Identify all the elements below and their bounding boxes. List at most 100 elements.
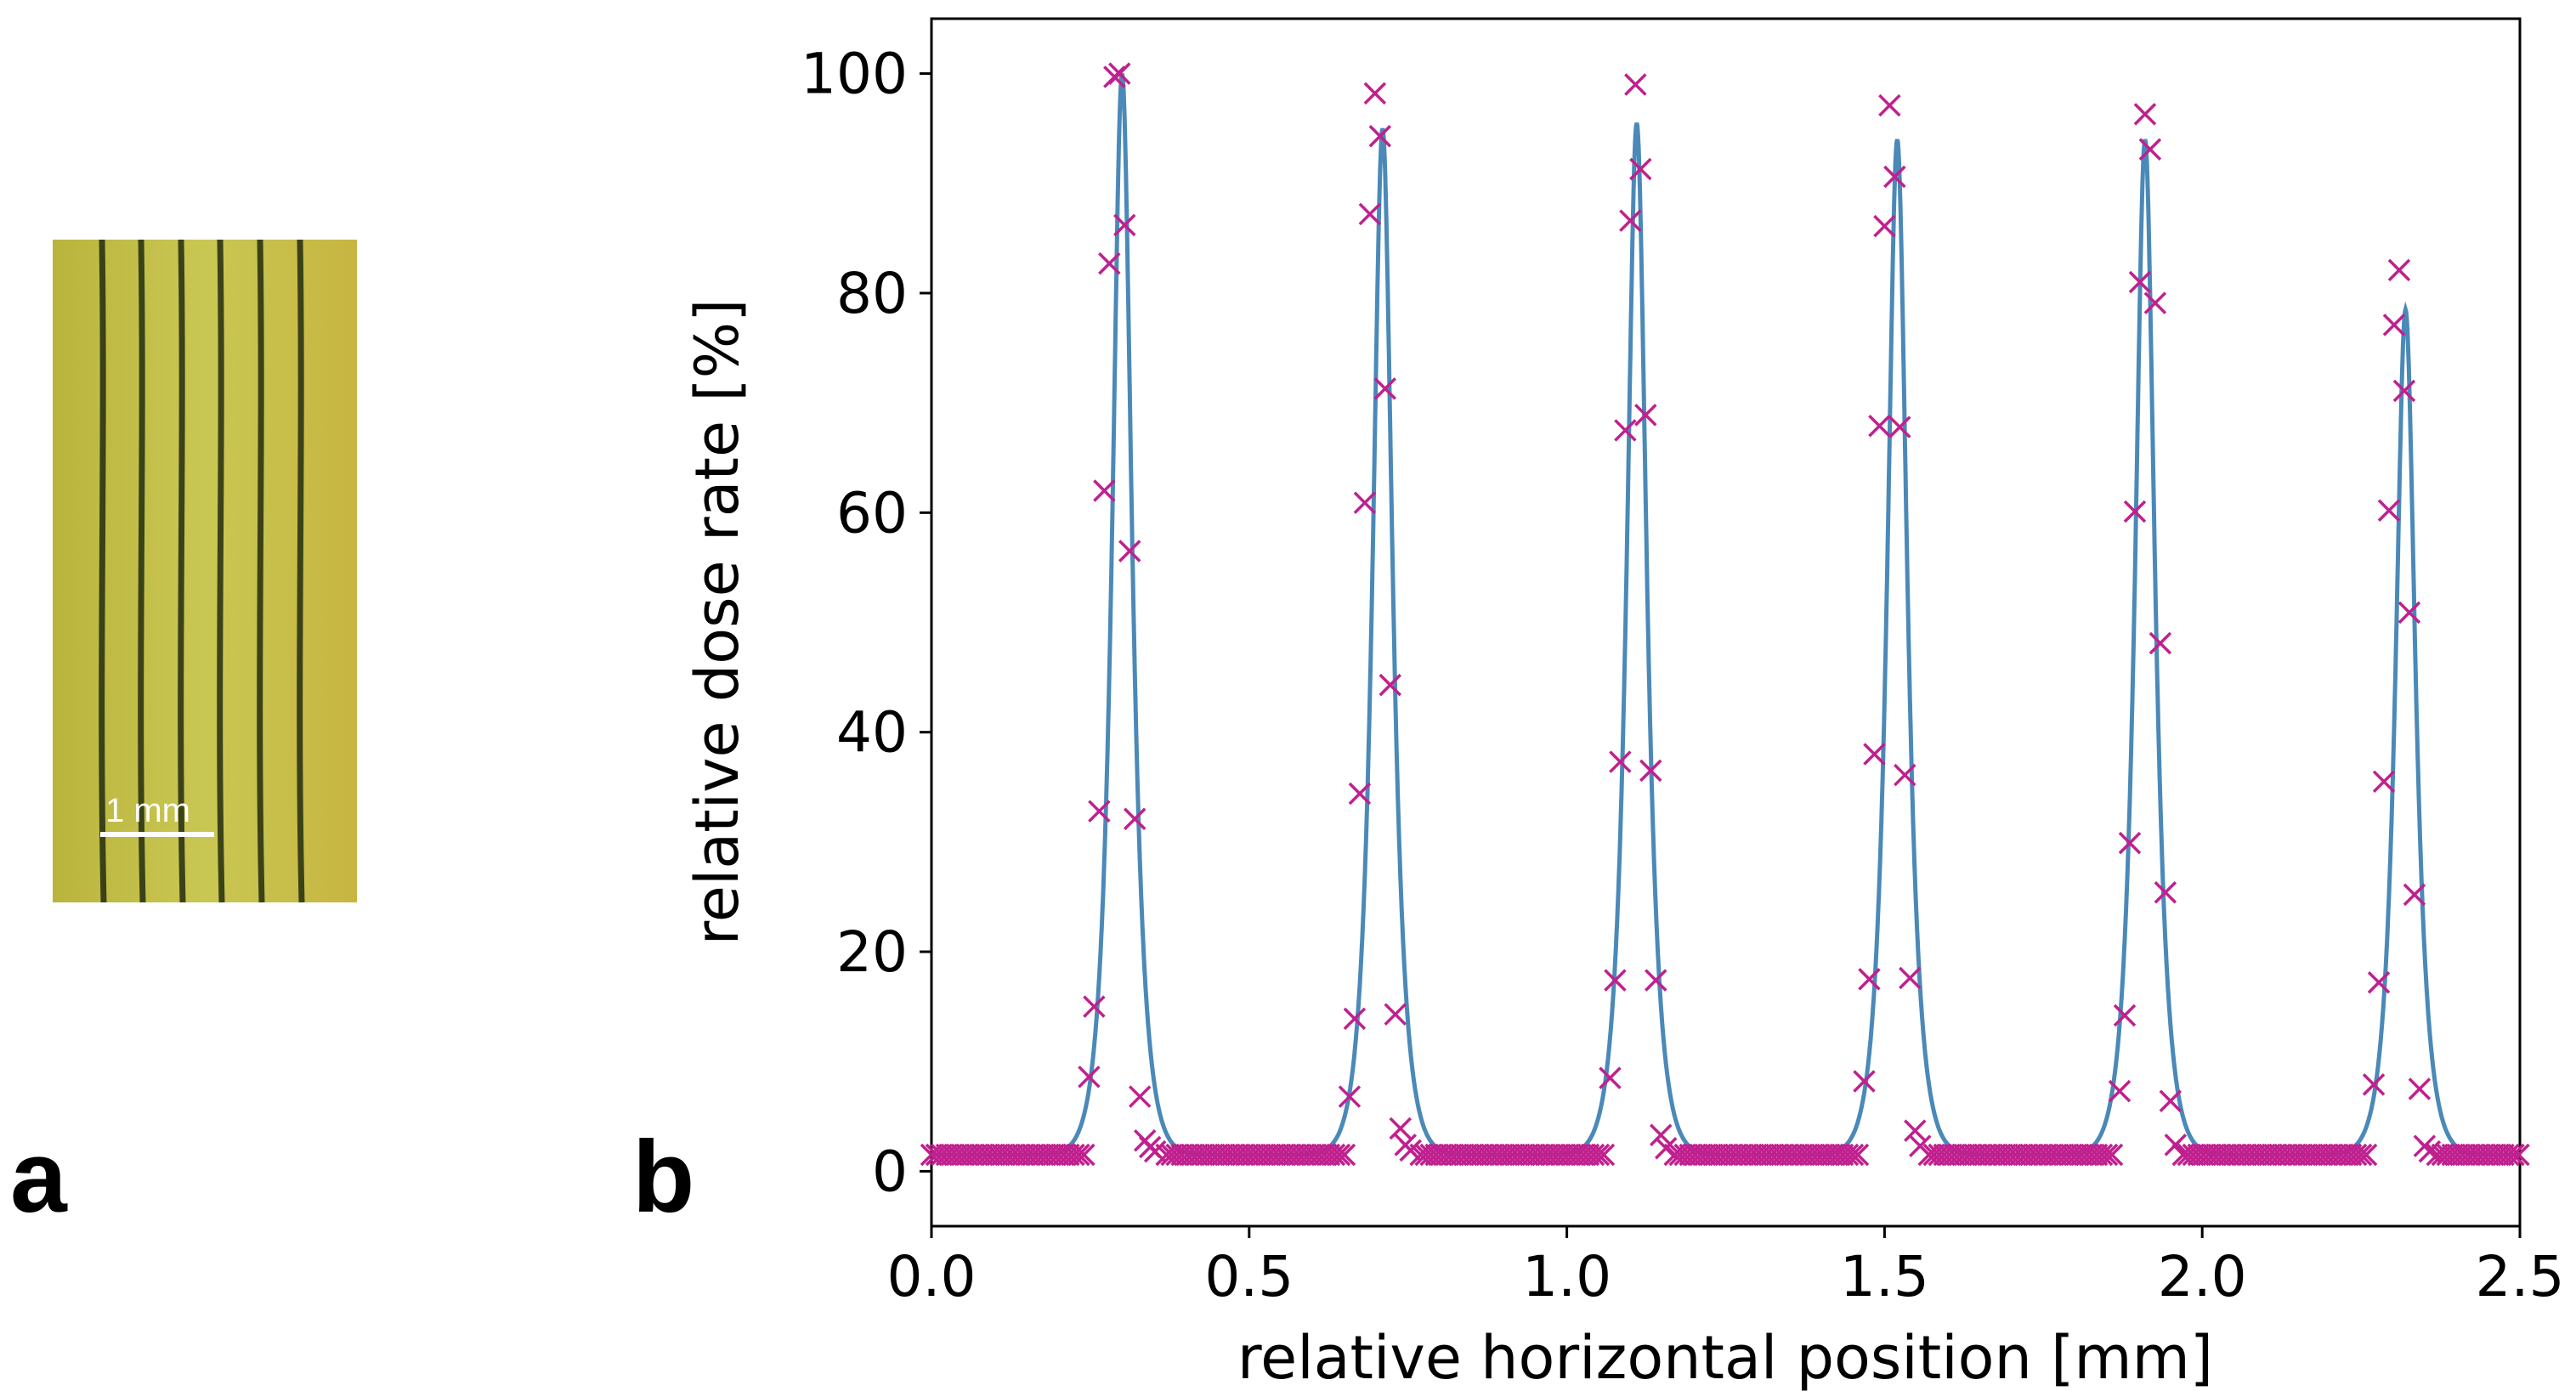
film-line-2 [138, 240, 146, 902]
data-point-marker [1322, 1143, 1346, 1167]
data-point-marker [1883, 165, 1906, 189]
data-point-marker [1846, 1143, 1870, 1167]
y-tick-label-0: 0 [872, 1139, 908, 1204]
film-photograph: 1 mm [53, 240, 357, 902]
data-point-marker [1619, 209, 1642, 232]
data-point-marker [1348, 782, 1372, 806]
data-point-marker [1368, 124, 1392, 148]
panel-label-a: a [10, 1120, 67, 1234]
data-point-marker [1067, 1143, 1090, 1167]
data-point-marker [2159, 1089, 2183, 1112]
data-point-marker [1128, 1085, 1152, 1108]
data-point-marker [1078, 1066, 1101, 1088]
data-point-marker [2095, 1143, 2119, 1167]
data-point-marker [1108, 62, 1131, 85]
x-axis-ticks: 0.0 0.5 1.0 1.5 2.0 2.5 [887, 1226, 2564, 1309]
data-point-marker [2403, 883, 2426, 907]
data-point-marker [1899, 966, 1922, 990]
data-point-marker [1841, 1143, 1865, 1167]
y-tick-label-5: 100 [801, 42, 908, 107]
data-point-marker [2143, 291, 2167, 314]
film-line-4 [217, 240, 225, 902]
x-tick-label-3: 1.5 [1840, 1244, 1929, 1309]
scale-bar-label: 1 mm [105, 792, 190, 829]
data-point-marker [1088, 800, 1111, 823]
y-tick-label-2: 40 [836, 700, 908, 766]
data-point-marker [2392, 379, 2416, 403]
data-point-marker [2362, 1073, 2386, 1096]
data-point-marker [1118, 540, 1141, 563]
x-tick-label-0: 0.0 [887, 1244, 977, 1309]
data-point-marker [2354, 1143, 2378, 1167]
data-point-marker [1614, 419, 1637, 442]
plot-area [930, 17, 2522, 1228]
data-point-marker [1083, 995, 1106, 1018]
data-point-marker [2128, 270, 2152, 294]
y-tick-label-3: 60 [836, 480, 908, 546]
data-point-marker [2377, 499, 2401, 522]
data-point-marker [1358, 202, 1382, 226]
data-point-marker [1904, 1119, 1927, 1142]
data-point-marker [1888, 416, 1911, 438]
data-point-marker [2382, 314, 2406, 336]
data-point-marker [2133, 103, 2157, 126]
y-axis-ticks: 0 20 40 60 80 100 [801, 42, 931, 1204]
data-point-marker [1645, 969, 1667, 992]
data-point-marker [1353, 491, 1377, 514]
data-point-marker [1873, 214, 1896, 238]
data-point-marker [2398, 601, 2421, 625]
data-point-marker [2372, 770, 2396, 794]
data-point-marker [1650, 1123, 1673, 1147]
data-point-marker [2387, 258, 2411, 282]
data-point-marker [1858, 968, 1881, 991]
data-point-marker [1624, 73, 1647, 96]
data-point-marker [1373, 377, 1397, 400]
data-point-marker [2502, 1143, 2525, 1167]
data-point-marker [1592, 1143, 1616, 1167]
data-point-marker [2108, 1079, 2132, 1103]
data-point-marker [1604, 969, 1627, 992]
film-line-3 [178, 240, 186, 902]
data-point-marker [2113, 1004, 2137, 1027]
data-point-marker [1582, 1143, 1605, 1167]
data-point-marker [2090, 1143, 2114, 1167]
data-point-marker [1894, 763, 1916, 787]
data-point-marker [1599, 1066, 1622, 1089]
data-point-marker [1639, 759, 1662, 783]
data-point-marker [1587, 1143, 1611, 1167]
data-point-marker [1384, 1003, 1407, 1026]
x-tick-label-4: 2.0 [2158, 1244, 2247, 1309]
measurement-markers-layer [920, 62, 2530, 1167]
data-point-marker [1113, 213, 1136, 237]
data-point-marker [2154, 881, 2177, 904]
data-point-marker [1878, 93, 1901, 117]
y-tick-label-4: 80 [836, 261, 908, 326]
data-point-marker [1609, 750, 1632, 773]
data-point-marker [1836, 1143, 1860, 1167]
y-tick-label-1: 20 [836, 919, 908, 985]
film-line-6 [297, 240, 305, 902]
film-line-1 [99, 240, 107, 902]
film-dose-lines [99, 240, 305, 902]
data-point-marker [1123, 807, 1146, 830]
data-point-marker [1343, 1007, 1367, 1031]
data-point-marker [1853, 1070, 1876, 1093]
data-point-marker [1338, 1085, 1362, 1108]
y-axis-label: relative dose rate [%] [682, 299, 752, 946]
data-point-marker [2408, 1077, 2432, 1100]
data-point-marker [1333, 1143, 1356, 1167]
data-point-marker [1363, 82, 1387, 105]
x-tick-label-2: 1.0 [1522, 1244, 1611, 1309]
data-point-marker [2118, 831, 2142, 855]
panel-label-b: b [632, 1120, 695, 1234]
film-line-5 [257, 240, 265, 902]
data-point-marker [2344, 1143, 2368, 1167]
data-point-marker [2149, 631, 2172, 655]
data-point-marker [2367, 970, 2391, 994]
data-point-marker [1328, 1143, 1351, 1167]
data-point-marker [1073, 1143, 1096, 1167]
data-point-marker [2349, 1143, 2373, 1167]
data-point-marker [1629, 157, 1652, 181]
data-point-marker [1389, 1117, 1412, 1140]
